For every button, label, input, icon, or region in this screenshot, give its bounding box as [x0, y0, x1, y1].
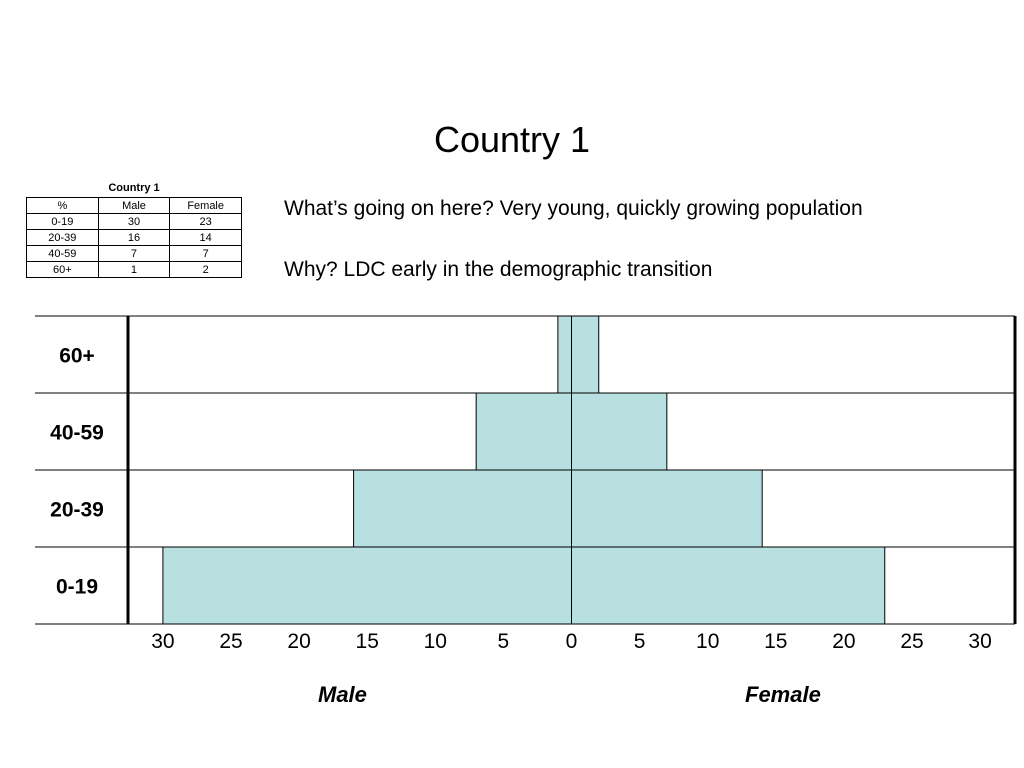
- x-tick-label: 30: [968, 630, 991, 653]
- x-tick-label: 25: [219, 630, 242, 653]
- table-cell: 2: [169, 261, 242, 278]
- male-axis-label: Male: [318, 682, 367, 707]
- x-tick-label: 30: [151, 630, 174, 653]
- x-tick-label: 20: [287, 630, 310, 653]
- female-bar: [571, 392, 668, 471]
- table-row: 0-19 30 23: [26, 213, 242, 230]
- table-header-cell: Female: [169, 197, 242, 214]
- summary-table-grid: % Male Female 0-19 30 23 20-39 16 14 40-…: [26, 197, 242, 278]
- male-bar: [475, 392, 572, 471]
- male-bar: [353, 469, 572, 548]
- table-header-cell: Male: [97, 197, 171, 214]
- x-tick-label: 5: [634, 630, 646, 653]
- population-pyramid-chart: 60+ 40-59 20-39 0-19 30 25 20 15 10 5 0 5 10 15 20 25 30: [35, 315, 1017, 653]
- category-label: 40-59: [50, 422, 104, 445]
- female-bar: [571, 315, 600, 394]
- table-cell: 60+: [26, 261, 99, 278]
- category-label: 20-39: [50, 499, 104, 522]
- table-cell: 30: [97, 213, 171, 230]
- summary-table: Country 1 % Male Female 0-19 30 23 20-39…: [26, 180, 242, 278]
- table-cell: 1: [97, 261, 171, 278]
- table-header-cell: %: [26, 197, 99, 214]
- summary-table-caption: Country 1: [108, 182, 160, 194]
- x-tick-label: 20: [832, 630, 855, 653]
- table-cell: 40-59: [26, 245, 99, 262]
- female-bar: [571, 546, 886, 625]
- x-tick-label: 25: [900, 630, 923, 653]
- slide-title: Country 1: [433, 119, 591, 160]
- table-cell: 14: [169, 229, 242, 246]
- x-tick-label: 10: [424, 630, 447, 653]
- answer-text: Why? LDC early in the demographic transi…: [284, 258, 713, 281]
- category-label: 0-19: [56, 576, 98, 599]
- table-row: 20-39 16 14: [26, 229, 242, 246]
- female-bar: [571, 469, 763, 548]
- table-header-row: % Male Female: [26, 197, 242, 214]
- table-cell: 7: [169, 245, 242, 262]
- male-bar: [162, 546, 572, 625]
- female-axis-label: Female: [745, 682, 821, 707]
- x-tick-label: 10: [696, 630, 719, 653]
- table-cell: 20-39: [26, 229, 99, 246]
- table-cell: 16: [97, 229, 171, 246]
- x-tick-label: 5: [498, 630, 510, 653]
- x-tick-label: 0: [566, 630, 578, 653]
- male-bar: [557, 315, 573, 394]
- question-text: What’s going on here? Very young, quickl…: [284, 197, 863, 220]
- table-row: 40-59 7 7: [26, 245, 242, 262]
- table-cell: 23: [169, 213, 242, 230]
- table-cell: 7: [97, 245, 171, 262]
- x-tick-label: 15: [356, 630, 379, 653]
- table-row: 60+ 1 2: [26, 261, 242, 278]
- category-label: 60+: [59, 345, 95, 368]
- table-cell: 0-19: [26, 213, 99, 230]
- x-tick-label: 15: [764, 630, 787, 653]
